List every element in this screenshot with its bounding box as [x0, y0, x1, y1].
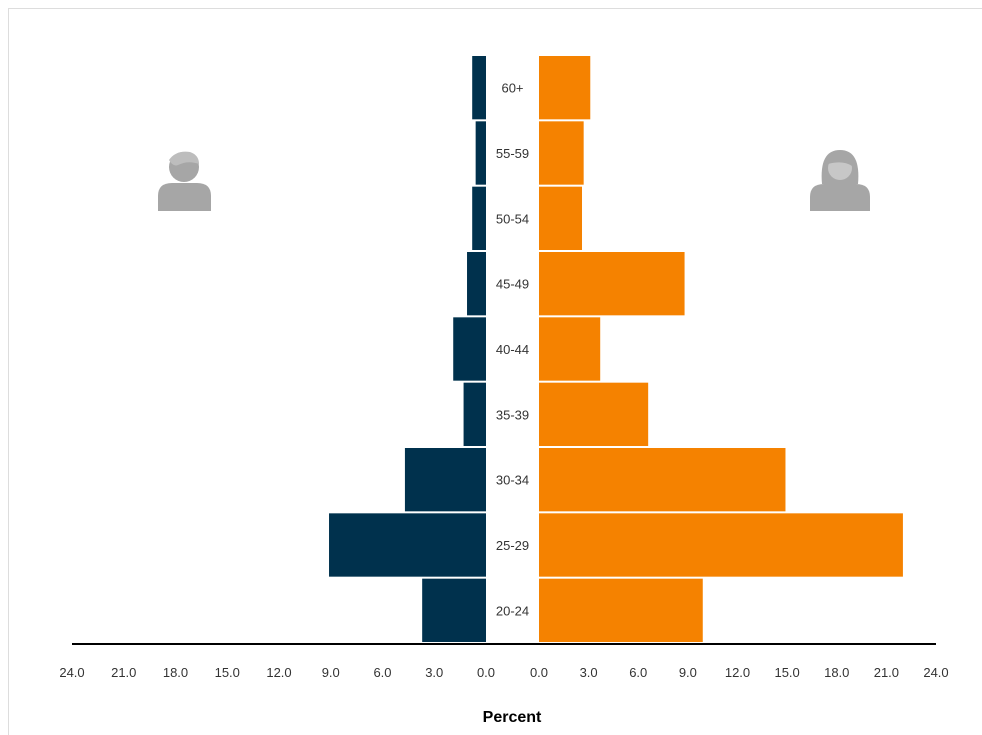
right-tick-labels: 0.0 3.0 6.0 9.0 12.0 15.0 18.0 21.0 24.0: [530, 665, 949, 680]
male-person-icon: [158, 151, 211, 211]
male-bar-55-59: [475, 121, 486, 185]
male-bar-45-49: [467, 252, 486, 316]
male-bar-20-24: [422, 578, 486, 642]
age-group-label: 25-29: [496, 538, 529, 553]
left-tick-label: 15.0: [215, 665, 240, 680]
female-bars: [539, 56, 903, 642]
age-group-label: 20-24: [496, 603, 529, 618]
female-bar-40-44: [539, 317, 601, 381]
age-group-label: 60+: [501, 81, 523, 96]
right-tick-label: 18.0: [824, 665, 849, 680]
age-group-label: 30-34: [496, 473, 529, 488]
left-tick-label: 12.0: [266, 665, 291, 680]
x-axis-title: Percent: [483, 709, 542, 726]
female-bar-45-49: [539, 252, 685, 316]
male-bar-35-39: [463, 382, 486, 446]
left-tick-labels: 24.0 21.0 18.0 15.0 12.0 9.0 6.0 3.0 0.0: [59, 665, 495, 680]
male-bar-25-29: [329, 513, 486, 577]
right-tick-label: 3.0: [580, 665, 598, 680]
age-group-label: 55-59: [496, 146, 529, 161]
age-group-labels: 20-24 25-29 30-34 35-39 40-44 45-49 50-54 55-59…: [496, 81, 529, 619]
left-tick-label: 21.0: [111, 665, 136, 680]
right-tick-label: 24.0: [923, 665, 948, 680]
left-tick-label: 6.0: [373, 665, 391, 680]
female-bar-50-54: [539, 186, 583, 250]
age-group-label: 45-49: [496, 277, 529, 292]
female-bar-55-59: [539, 121, 584, 185]
female-person-icon: [810, 150, 870, 211]
right-tick-label: 6.0: [629, 665, 647, 680]
male-bars: [329, 56, 486, 642]
right-tick-label: 15.0: [774, 665, 799, 680]
female-bar-60+: [539, 56, 591, 120]
left-tick-label: 18.0: [163, 665, 188, 680]
female-bar-30-34: [539, 448, 786, 512]
right-tick-label: 0.0: [530, 665, 548, 680]
female-bar-25-29: [539, 513, 903, 577]
age-group-label: 50-54: [496, 211, 529, 226]
right-tick-label: 9.0: [679, 665, 697, 680]
left-tick-label: 0.0: [477, 665, 495, 680]
male-bar-60+: [472, 56, 486, 120]
female-bar-20-24: [539, 578, 703, 642]
right-tick-label: 12.0: [725, 665, 750, 680]
left-tick-label: 24.0: [59, 665, 84, 680]
chart-frame: [8, 8, 982, 735]
right-tick-label: 21.0: [874, 665, 899, 680]
age-group-label: 35-39: [496, 407, 529, 422]
age-group-label: 40-44: [496, 342, 529, 357]
female-bar-35-39: [539, 382, 649, 446]
male-bar-30-34: [404, 448, 486, 512]
male-bar-50-54: [472, 186, 486, 250]
left-tick-label: 3.0: [425, 665, 443, 680]
left-tick-label: 9.0: [322, 665, 340, 680]
male-bar-40-44: [453, 317, 486, 381]
